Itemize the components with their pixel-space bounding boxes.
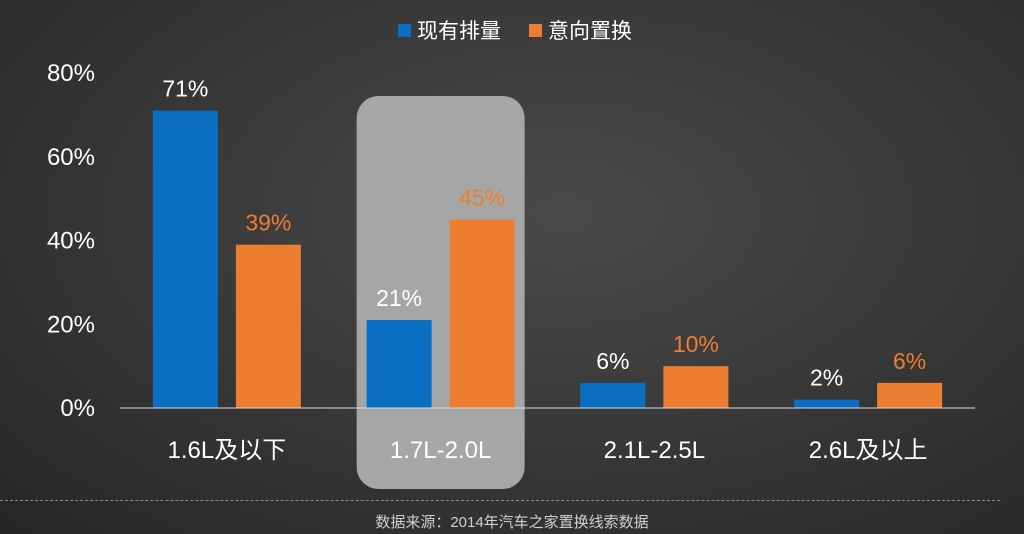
bars: [152, 110, 943, 408]
y-tick-label: 40%: [47, 228, 95, 255]
bar-series-2: [877, 382, 943, 408]
data-label-series-2: 6%: [893, 348, 926, 374]
legend-label-series-2: 意向置换: [548, 20, 632, 43]
y-tick-label: 80%: [47, 60, 95, 87]
bar-series-2: [235, 244, 301, 408]
data-label-series-1: 71%: [162, 76, 208, 102]
legend-swatch-series-2: [529, 24, 542, 37]
legend-label-series-1: 现有排量: [417, 20, 501, 43]
bar-series-2: [449, 219, 515, 408]
data-label-series-1: 2%: [810, 365, 843, 391]
y-tick-label: 20%: [47, 311, 95, 338]
bar-series-1: [580, 382, 646, 408]
data-label-series-2: 10%: [673, 331, 719, 357]
data-label-series-1: 6%: [596, 348, 629, 374]
bar-series-1: [366, 320, 432, 408]
legend-item-series-1: 现有排量: [398, 20, 501, 43]
bar-series-1: [152, 110, 218, 408]
category-label: 1.6L及以下: [168, 437, 287, 464]
category-label: 2.6L及以上: [809, 437, 928, 464]
y-tick-label: 0%: [60, 395, 95, 422]
source-note: 数据来源：2014年汽车之家置换线索数据: [375, 514, 649, 531]
category-label: 1.7L-2.0L: [390, 437, 491, 464]
data-label-series-2: 39%: [245, 210, 291, 236]
data-label-series-2: 45%: [459, 185, 505, 211]
y-tick-label: 60%: [47, 144, 95, 171]
data-label-series-1: 21%: [376, 285, 422, 311]
category-labels: 1.6L及以下 1.7L-2.0L 2.1L-2.5L 2.6L及以上: [168, 437, 928, 464]
legend: 现有排量 意向置换: [398, 20, 632, 43]
y-axis: 0% 20% 40% 60% 80%: [47, 60, 95, 422]
legend-item-series-2: 意向置换: [529, 20, 632, 43]
data-labels: 71% 39% 21% 45% 6% 10% 2% 6%: [162, 76, 926, 391]
bar-series-1: [794, 399, 860, 408]
legend-swatch-series-1: [398, 24, 411, 37]
footer-divider: [0, 500, 1000, 501]
bar-series-2: [663, 366, 729, 408]
category-label: 2.1L-2.5L: [604, 437, 705, 464]
